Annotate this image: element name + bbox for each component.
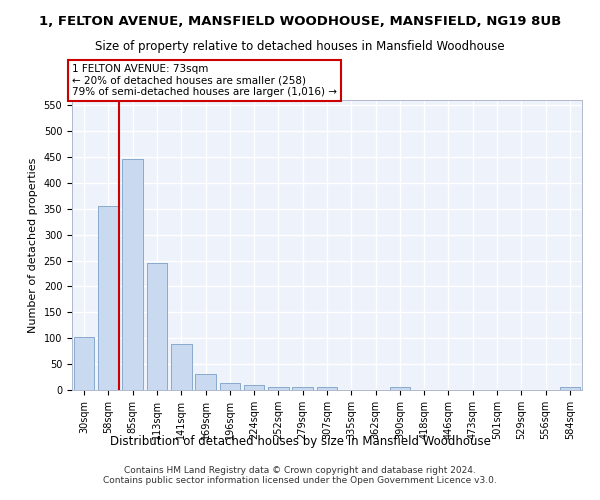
Bar — [560, 387, 580, 390]
Bar — [98, 206, 119, 390]
Text: Size of property relative to detached houses in Mansfield Woodhouse: Size of property relative to detached ho… — [95, 40, 505, 53]
Bar — [146, 263, 167, 390]
Bar — [244, 386, 265, 390]
Bar — [389, 387, 410, 390]
Text: 1, FELTON AVENUE, MANSFIELD WOODHOUSE, MANSFIELD, NG19 8UB: 1, FELTON AVENUE, MANSFIELD WOODHOUSE, M… — [39, 15, 561, 28]
Bar — [171, 344, 191, 390]
Bar — [268, 387, 289, 390]
Bar — [74, 337, 94, 390]
Y-axis label: Number of detached properties: Number of detached properties — [28, 158, 38, 332]
Text: 1 FELTON AVENUE: 73sqm
← 20% of detached houses are smaller (258)
79% of semi-de: 1 FELTON AVENUE: 73sqm ← 20% of detached… — [72, 64, 337, 97]
Bar — [122, 158, 143, 390]
Bar — [292, 388, 313, 390]
Text: Distribution of detached houses by size in Mansfield Woodhouse: Distribution of detached houses by size … — [110, 435, 490, 448]
Bar — [317, 388, 337, 390]
Bar — [195, 374, 216, 390]
Text: Contains HM Land Registry data © Crown copyright and database right 2024.
Contai: Contains HM Land Registry data © Crown c… — [103, 466, 497, 485]
Bar — [220, 384, 240, 390]
